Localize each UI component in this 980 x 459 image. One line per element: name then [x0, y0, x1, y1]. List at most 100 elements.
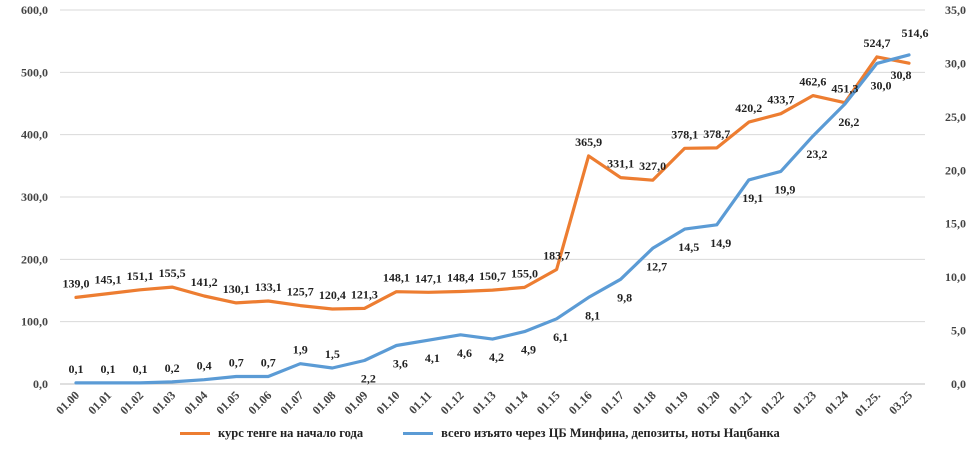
legend-swatch-blue [403, 432, 434, 435]
x-tick-label: 01.20 [694, 388, 723, 417]
rate-data-label: 150,7 [479, 269, 506, 283]
rate-data-label: 183,7 [543, 248, 570, 262]
x-tick-label: 01.09 [341, 388, 370, 417]
x-tick-label: 01.18 [630, 388, 659, 417]
withdrawn-data-label: 30,0 [870, 78, 891, 92]
left-tick-label: 300,0 [21, 190, 48, 204]
rate-data-label: 462,6 [799, 75, 826, 89]
rate-data-label: 121,3 [351, 287, 378, 301]
right-y-axis: 0,0 5,0 10,0 15,0 20,0 25,0 30,0 35,0 [945, 3, 966, 391]
rate-data-label: 155,5 [159, 266, 186, 280]
data-labels: 139,0 145,1 151,1 155,5 141,2 130,1 133,1 125,7… [63, 26, 929, 385]
x-tick-label: 01.21 [726, 388, 755, 417]
rate-data-label: 151,1 [127, 269, 154, 283]
x-tick-label: 01.02 [117, 388, 146, 417]
rate-data-label: 141,2 [191, 275, 218, 289]
legend-item-withdrawn: всего изъято через ЦБ Минфина, депозиты,… [403, 426, 780, 441]
withdrawn-data-label: 1,5 [325, 347, 340, 361]
rate-data-label: 120,4 [319, 288, 346, 302]
withdrawn-data-label: 4,9 [521, 343, 536, 357]
rate-data-label: 420,2 [735, 101, 762, 115]
rate-data-label: 331,1 [607, 157, 634, 171]
withdrawn-data-label: 1,9 [293, 343, 308, 357]
rate-data-label: 125,7 [287, 285, 314, 299]
left-tick-label: 500,0 [21, 65, 48, 79]
rate-data-label: 148,4 [447, 270, 474, 284]
x-tick-label: 01.13 [470, 388, 499, 417]
withdrawn-data-label: 4,1 [425, 351, 440, 365]
x-tick-label: 01.17 [598, 388, 627, 417]
rate-data-label: 130,1 [223, 282, 250, 296]
legend: курс тенге на начало года всего изъято ч… [180, 426, 780, 441]
x-tick-label: 01.06 [245, 388, 274, 417]
withdrawn-data-label: 0,4 [197, 359, 212, 373]
rate-data-label: 378,7 [703, 127, 730, 141]
right-tick-label: 30,0 [945, 56, 966, 70]
x-tick-label: 01.24 [822, 388, 851, 417]
right-tick-label: 15,0 [945, 217, 966, 231]
legend-swatch-orange [180, 432, 210, 435]
x-tick-label: 01.15 [534, 388, 563, 417]
x-tick-label: 01.23 [790, 388, 819, 417]
x-tick-label: 01.08 [309, 388, 338, 417]
right-tick-label: 5,0 [951, 324, 966, 338]
withdrawn-data-label: 6,1 [553, 330, 568, 344]
x-tick-label: 01.16 [566, 388, 595, 417]
rate-data-label: 378,1 [671, 127, 698, 141]
series-lines [74, 53, 911, 385]
x-tick-label: 01.05 [213, 388, 242, 417]
x-tick-label: 01.00 [53, 388, 82, 417]
withdrawn-data-label: 8,1 [585, 308, 600, 322]
withdrawn-data-label: 14,9 [710, 236, 731, 250]
withdrawn-data-label: 9,8 [617, 290, 632, 304]
left-tick-label: 400,0 [21, 128, 48, 142]
x-tick-label: 01.22 [758, 388, 787, 417]
rate-data-label: 433,7 [767, 93, 794, 107]
right-tick-label: 20,0 [945, 163, 966, 177]
rate-data-label: 514,6 [901, 26, 928, 40]
withdrawn-data-label: 0,1 [101, 362, 116, 376]
right-tick-label: 35,0 [945, 3, 966, 17]
right-tick-label: 0,0 [951, 377, 966, 391]
legend-label-exchange-rate: курс тенге на начало года [218, 426, 364, 440]
gridlines [60, 9, 925, 385]
withdrawn-data-label: 3,6 [393, 357, 408, 371]
rate-data-label: 139,0 [63, 276, 90, 290]
x-tick-label: 01.25. [852, 388, 883, 419]
x-tick-label: 01.10 [374, 388, 403, 417]
left-tick-label: 200,0 [21, 252, 48, 266]
rate-data-label: 148,1 [383, 271, 410, 285]
withdrawn-data-label: 19,9 [774, 182, 795, 196]
withdrawn-data-label: 0,7 [229, 356, 244, 370]
x-axis: 01.00 01.01 01.02 01.03 01.04 01.05 01.06 01.07… [53, 383, 925, 419]
rate-data-label: 451,3 [831, 82, 858, 96]
rate-data-label: 365,9 [575, 135, 602, 149]
x-tick-label: 01.07 [277, 388, 306, 417]
rate-data-label: 327,0 [639, 159, 666, 173]
withdrawn-data-label: 4,6 [457, 346, 472, 360]
x-tick-label: 01.19 [662, 388, 691, 417]
withdrawn-data-label: 23,2 [806, 147, 827, 161]
rate-data-label: 155,0 [511, 266, 538, 280]
x-tick-label: 01.11 [406, 388, 435, 417]
left-tick-label: 100,0 [21, 315, 48, 329]
legend-item-exchange-rate: курс тенге на начало года [180, 426, 363, 441]
left-tick-label: 0,0 [33, 377, 48, 391]
withdrawn-data-label: 0,1 [133, 362, 148, 376]
x-tick-label: 01.04 [181, 388, 210, 417]
x-tick-label: 01.14 [502, 388, 531, 417]
x-tick-label: 01.12 [438, 388, 467, 417]
exchange-rate-line [74, 55, 911, 311]
withdrawn-data-label: 26,2 [838, 115, 859, 129]
withdrawn-funds-line [74, 53, 911, 385]
right-tick-label: 25,0 [945, 110, 966, 124]
withdrawn-data-label: 12,7 [646, 259, 667, 273]
rate-data-label: 147,1 [415, 271, 442, 285]
withdrawn-data-label: 2,2 [361, 371, 376, 385]
x-tick-label: 03.25 [886, 388, 915, 417]
left-y-axis: 0,0 100,0 200,0 300,0 400,0 500,0 600,0 [21, 3, 48, 391]
x-tick-label: 01.03 [149, 388, 178, 417]
rate-data-label: 524,7 [863, 36, 890, 50]
withdrawn-data-label: 0,1 [69, 362, 84, 376]
